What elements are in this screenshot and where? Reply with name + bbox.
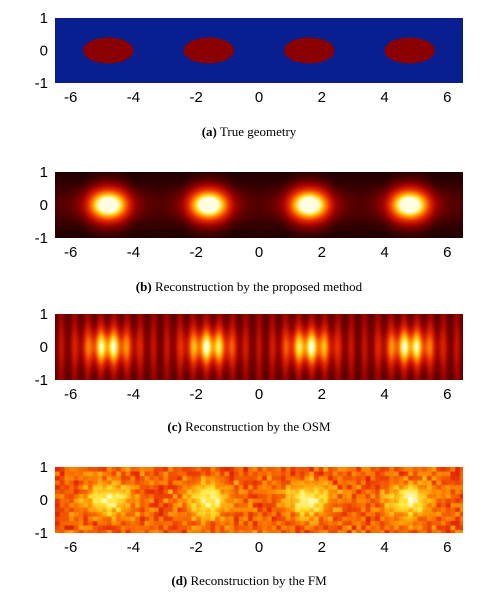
caption-text: Reconstruction by the proposed method (152, 279, 363, 294)
caption-b: (b) Reconstruction by the proposed metho… (136, 279, 363, 294)
y-tick-label: 0 (40, 339, 48, 356)
x-tick-label: -6 (64, 386, 77, 403)
y-tick-label: 0 (40, 492, 48, 509)
heatmap-image-d (55, 467, 463, 533)
caption-tag: (c) (167, 419, 181, 434)
caption-text: Reconstruction by the OSM (182, 419, 331, 434)
caption-c: (c) Reconstruction by the OSM (167, 419, 331, 434)
x-tick-label: 0 (255, 244, 263, 261)
x-tick-label: -4 (127, 386, 140, 403)
x-tick-label: -6 (64, 539, 77, 556)
caption-tag: (a) (202, 124, 217, 139)
x-tick-label: -6 (64, 244, 77, 261)
x-tick-label: 6 (443, 539, 451, 556)
x-tick-label: 0 (255, 386, 263, 403)
x-tick-label: 2 (318, 89, 326, 106)
x-tick-label: -4 (127, 244, 140, 261)
x-tick-label: 0 (255, 89, 263, 106)
x-tick-label: 2 (318, 386, 326, 403)
x-tick-label: 4 (380, 89, 388, 106)
y-tick-label: -1 (35, 372, 48, 389)
y-tick-label: -1 (35, 75, 48, 92)
caption-a: (a) True geometry (202, 124, 297, 139)
y-tick-label: 0 (40, 43, 48, 60)
x-tick-label: 6 (443, 89, 451, 106)
inclusion-4 (384, 37, 435, 64)
x-tick-label: 0 (255, 539, 263, 556)
x-tick-label: 2 (318, 539, 326, 556)
x-tick-label: -6 (64, 89, 77, 106)
x-tick-label: 4 (380, 386, 388, 403)
inclusion-3 (284, 37, 335, 64)
heatmap-image-c (55, 314, 463, 380)
x-tick-label: -2 (190, 539, 203, 556)
caption-text: Reconstruction by the FM (187, 573, 327, 588)
x-tick-label: 4 (380, 244, 388, 261)
caption-text: True geometry (217, 124, 297, 139)
x-tick-label: -2 (190, 386, 203, 403)
inclusion-2 (183, 37, 234, 64)
y-tick-label: -1 (35, 230, 48, 247)
x-tick-label: 6 (443, 244, 451, 261)
caption-d: (d) Reconstruction by the FM (171, 573, 327, 588)
panel-c: -6 -4 -2 0 2 4 6 1 0 -1 (c) Reconstruction by the … (35, 306, 463, 434)
heatmap-image-b (55, 172, 463, 238)
panel-d: -6 -4 -2 0 2 4 6 1 0 -1 (d) Reconstruction by the … (35, 459, 463, 588)
y-tick-label: 1 (40, 164, 48, 181)
y-tick-label: 1 (40, 10, 48, 27)
panel-a: -6 -4 -2 0 2 4 6 1 0 -1 (a) True geometry (35, 10, 463, 139)
y-tick-label: 1 (40, 459, 48, 476)
x-tick-label: -2 (190, 89, 203, 106)
x-tick-label: -4 (127, 89, 140, 106)
y-tick-label: 0 (40, 197, 48, 214)
x-tick-label: 4 (380, 539, 388, 556)
caption-tag: (b) (136, 279, 152, 294)
y-tick-label: -1 (35, 525, 48, 542)
y-tick-label: 1 (40, 306, 48, 323)
caption-tag: (d) (171, 573, 187, 588)
panel-b: -6 -4 -2 0 2 4 6 1 0 -1 (b) Reconstruction by the … (35, 164, 463, 294)
x-tick-label: -2 (190, 244, 203, 261)
x-tick-label: 2 (318, 244, 326, 261)
x-tick-label: 6 (443, 386, 451, 403)
inclusion-1 (83, 37, 134, 64)
x-tick-label: -4 (127, 539, 140, 556)
